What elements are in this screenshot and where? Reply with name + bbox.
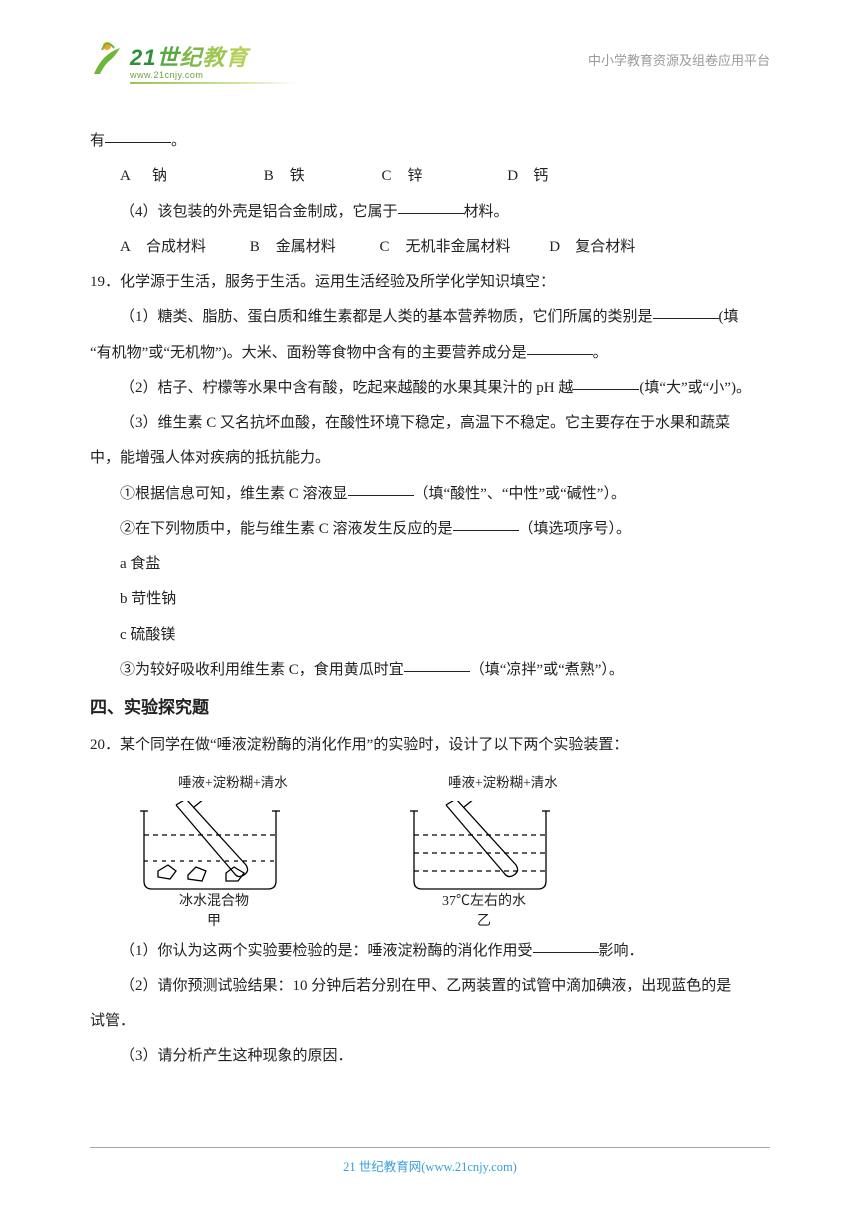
diagram-right-caption2: 乙 bbox=[477, 913, 491, 932]
choice-text: 复合材料 bbox=[575, 230, 635, 265]
q19-1b: “有机物”或“无机物”)。大米、面粉等食物中含有的主要营养成分是 。 bbox=[90, 336, 770, 371]
document-body: 有。 A钠 B铁 C锌 D钙 （4）该包装的外壳是铝合金制成，它属于材料。 A合… bbox=[90, 96, 770, 1075]
text: （2）桔子、柠檬等水果中含有酸，吃起来越酸的水果其果汁的 pH 越 bbox=[120, 380, 573, 396]
section-4-title: 四、实验探究题 bbox=[90, 688, 770, 728]
footer-text: 21 世纪教育网(www.21cnjy.com) bbox=[343, 1160, 517, 1174]
text: 。 bbox=[593, 345, 608, 361]
logo-char: 2 bbox=[130, 45, 143, 70]
text: “有机物”或“无机物”)。大米、面粉等食物中含有的主要营养成分是 bbox=[90, 345, 527, 361]
q19-opt-b: b 苛性钠 bbox=[90, 582, 770, 617]
text: ③为较好吸收利用维生素 C，食用黄瓜时宜 bbox=[120, 662, 404, 678]
blank bbox=[398, 197, 464, 214]
choice-text: 无机非金属材料 bbox=[406, 230, 546, 265]
choice-text: 锌 bbox=[408, 159, 504, 194]
choice-label: D bbox=[549, 230, 575, 265]
q20-2a: （2）请你预测试验结果：10 分钟后若分别在甲、乙两装置的试管中滴加碘液，出现蓝… bbox=[90, 969, 770, 1004]
choice-row: A钠 B铁 C锌 D钙 bbox=[90, 159, 770, 194]
logo-char: 1 bbox=[143, 45, 156, 70]
q19-opt-c: c 硫酸镁 bbox=[90, 618, 770, 653]
blank bbox=[348, 479, 414, 496]
text: 有 bbox=[90, 133, 105, 149]
logo-icon bbox=[90, 40, 126, 80]
q19-1a: （1）糖类、脂肪、蛋白质和维生素都是人类的基本营养物质，它们所属的类别是 (填 bbox=[90, 300, 770, 335]
q20-2b: 试管． bbox=[90, 1004, 770, 1039]
choice-label: C bbox=[382, 159, 408, 194]
text: （4）该包装的外壳是铝合金制成，它属于 bbox=[120, 204, 398, 220]
logo-char: 教 bbox=[203, 45, 226, 70]
diagram-right: 唾液+淀粉糊+清水 37℃左右的水 乙 bbox=[404, 767, 564, 932]
choice-text: 钠 bbox=[152, 159, 260, 194]
text: （填“凉拌”或“煮熟”）。 bbox=[470, 662, 624, 678]
beaker-left-svg bbox=[134, 801, 294, 893]
text: （1）你认为这两个实验要检验的是：唾液淀粉酶的消化作用受 bbox=[120, 943, 533, 959]
choice-row: A合成材料 B金属材料 C无机非金属材料 D复合材料 bbox=[90, 230, 770, 265]
q20-1: （1）你认为这两个实验要检验的是：唾液淀粉酶的消化作用受 影响． bbox=[90, 934, 770, 969]
diagram-left-tube-label: 唾液+淀粉糊+清水 bbox=[178, 767, 288, 799]
q-fragment-4: （4）该包装的外壳是铝合金制成，它属于 材料。 bbox=[90, 195, 770, 230]
q20-diagrams: 唾液+淀粉糊+清水 bbox=[90, 767, 770, 932]
choice-label: A bbox=[120, 230, 146, 265]
q19-opt-a: a 食盐 bbox=[90, 547, 770, 582]
text: （填“酸性”、“中性”或“碱性”）。 bbox=[414, 486, 626, 502]
text: （1）糖类、脂肪、蛋白质和维生素都是人类的基本营养物质，它们所属的类别是 bbox=[120, 309, 653, 325]
blank bbox=[573, 373, 639, 390]
choice-label: C bbox=[380, 230, 406, 265]
choice-label: D bbox=[507, 159, 533, 194]
choice-text: 合成材料 bbox=[146, 230, 246, 265]
page-header: 21世纪教育 www.21cnjy.com 中小学教育资源及组卷应用平台 bbox=[90, 40, 770, 96]
blank bbox=[453, 514, 519, 531]
text: ①根据信息可知，维生素 C 溶液显 bbox=[120, 486, 348, 502]
q19-3a: （3）维生素 C 又名抗坏血酸，在酸性环境下稳定，高温下不稳定。它主要存在于水果… bbox=[90, 406, 770, 441]
logo-text-cn: 21世纪教育 bbox=[130, 40, 298, 72]
text: ②在下列物质中，能与维生素 C 溶液发生反应的是 bbox=[120, 521, 453, 537]
logo-text-block: 21世纪教育 www.21cnjy.com bbox=[130, 40, 298, 84]
q20-stem: 20．某个同学在做“唾液淀粉酶的消化作用”的实验时，设计了以下两个实验装置： bbox=[90, 728, 770, 763]
choice-label: B bbox=[250, 230, 276, 265]
header-platform-text: 中小学教育资源及组卷应用平台 bbox=[588, 40, 770, 69]
beaker-right-svg bbox=[404, 801, 564, 893]
logo-char: 育 bbox=[226, 45, 249, 70]
text: (填 bbox=[719, 309, 739, 325]
logo-underline bbox=[130, 82, 298, 84]
q19-3b: 中，能增强人体对疾病的抵抗能力。 bbox=[90, 441, 770, 476]
text: 影响． bbox=[599, 943, 644, 959]
diagram-right-tube-label: 唾液+淀粉糊+清水 bbox=[448, 767, 558, 799]
page-footer: 21 世纪教育网(www.21cnjy.com) bbox=[0, 1147, 860, 1176]
logo-char: 世 bbox=[157, 45, 180, 70]
footer-divider bbox=[90, 1147, 770, 1148]
choice-text: 金属材料 bbox=[276, 230, 376, 265]
q19-3-1: ①根据信息可知，维生素 C 溶液显 （填“酸性”、“中性”或“碱性”）。 bbox=[90, 477, 770, 512]
q20-3: （3）请分析产生这种现象的原因． bbox=[90, 1039, 770, 1074]
blank bbox=[105, 127, 171, 144]
diagram-left: 唾液+淀粉糊+清水 bbox=[134, 767, 294, 932]
logo: 21世纪教育 www.21cnjy.com bbox=[90, 40, 298, 84]
diagram-left-caption1: 冰水混合物 bbox=[179, 893, 249, 912]
choice-label: B bbox=[264, 159, 290, 194]
blank bbox=[527, 338, 593, 355]
diagram-left-caption2: 甲 bbox=[207, 913, 221, 932]
logo-char: 纪 bbox=[180, 45, 203, 70]
choice-text: 钙 bbox=[533, 159, 548, 194]
q19-2: （2）桔子、柠檬等水果中含有酸，吃起来越酸的水果其果汁的 pH 越 (填“大”或“… bbox=[90, 371, 770, 406]
text: （填选项序号）。 bbox=[519, 521, 632, 537]
blank bbox=[404, 655, 470, 672]
blank bbox=[533, 936, 599, 953]
q19-3-2: ②在下列物质中，能与维生素 C 溶液发生反应的是 （填选项序号）。 bbox=[90, 512, 770, 547]
choice-label: A bbox=[120, 159, 152, 194]
fragment-leadin: 有。 bbox=[90, 124, 770, 159]
text: 。 bbox=[171, 133, 186, 149]
blank bbox=[653, 303, 719, 320]
page: 21世纪教育 www.21cnjy.com 中小学教育资源及组卷应用平台 有。 … bbox=[0, 0, 860, 1216]
text: 材料。 bbox=[464, 204, 509, 220]
choice-text: 铁 bbox=[290, 159, 378, 194]
text: (填“大”或“小”)。 bbox=[639, 380, 751, 396]
q19-stem: 19．化学源于生活，服务于生活。运用生活经验及所学化学知识填空： bbox=[90, 265, 770, 300]
diagram-right-caption1: 37℃左右的水 bbox=[442, 893, 526, 912]
q19-3-3: ③为较好吸收利用维生素 C，食用黄瓜时宜 （填“凉拌”或“煮熟”）。 bbox=[90, 653, 770, 688]
